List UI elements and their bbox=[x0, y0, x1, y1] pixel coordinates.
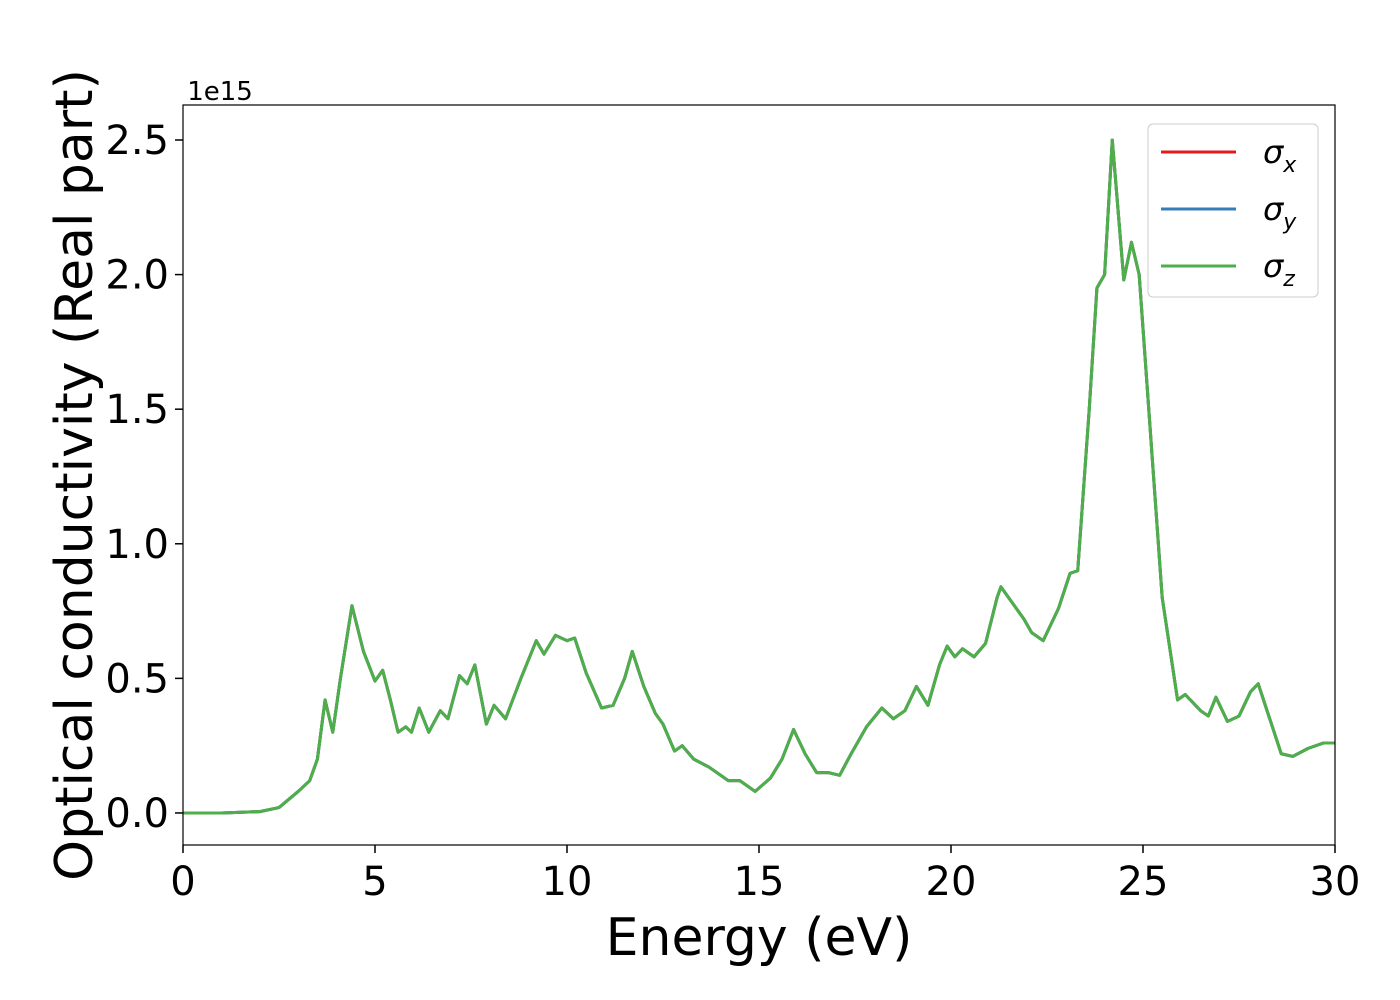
x-tick-label: 10 bbox=[542, 859, 593, 905]
y-tick-label: 2.0 bbox=[105, 253, 169, 299]
x-tick-label: 30 bbox=[1310, 859, 1361, 905]
x-tick-label: 20 bbox=[926, 859, 977, 905]
plot-frame bbox=[182, 104, 1336, 846]
y-axis-label: Optical conductivity (Real part) bbox=[45, 69, 105, 881]
y-offset-label: 1e15 bbox=[187, 77, 253, 107]
x-tick-label: 25 bbox=[1118, 859, 1169, 905]
legend-subscript: x bbox=[1282, 153, 1297, 178]
x-axis-label: Energy (eV) bbox=[606, 908, 913, 968]
plot-lines bbox=[183, 138, 1335, 815]
x-tick-label: 5 bbox=[362, 859, 387, 905]
series-line bbox=[183, 138, 1335, 815]
legend-subscript: y bbox=[1282, 210, 1297, 235]
y-tick-label: 1.5 bbox=[105, 387, 169, 433]
x-tick-label: 0 bbox=[170, 859, 195, 905]
x-tick-label: 15 bbox=[734, 859, 785, 905]
legend-subscript: z bbox=[1282, 267, 1295, 292]
y-tick-label: 1.0 bbox=[105, 522, 169, 568]
y-tick-label: 0.5 bbox=[105, 656, 169, 702]
y-tick-label: 0.0 bbox=[105, 791, 169, 837]
y-tick-label: 2.5 bbox=[105, 118, 169, 164]
